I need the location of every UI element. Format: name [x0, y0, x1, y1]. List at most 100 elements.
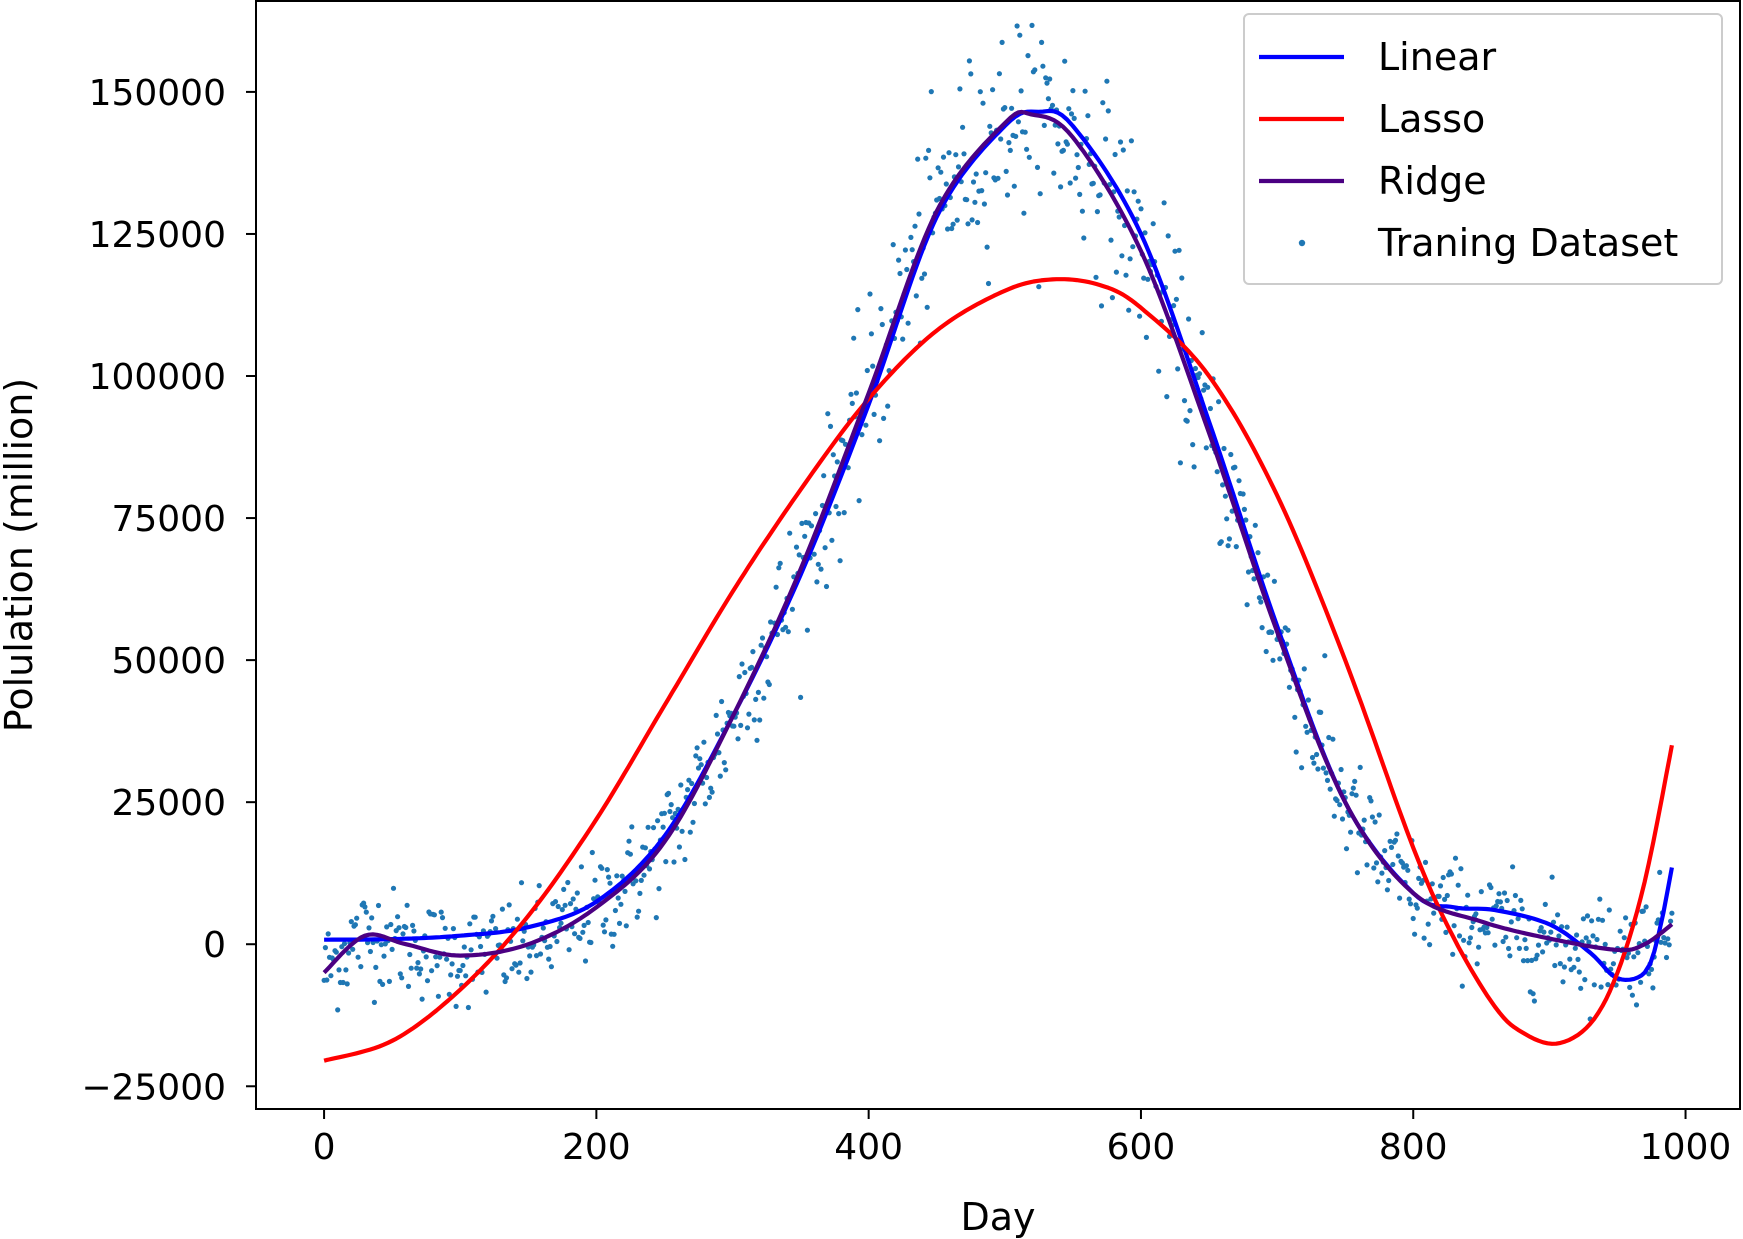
scatter-point: [348, 919, 354, 925]
y-tick-label: 125000: [89, 215, 226, 256]
scatter-point: [787, 530, 793, 536]
scatter-point: [987, 123, 993, 129]
x-tick-label: 0: [313, 1127, 336, 1168]
scatter-point: [908, 234, 914, 240]
scatter-point: [998, 136, 1004, 142]
scatter-point: [966, 58, 973, 64]
scatter-point: [682, 856, 688, 863]
scatter-point: [461, 944, 467, 950]
scatter-point: [1074, 152, 1080, 158]
scatter-point: [829, 537, 835, 543]
scatter-point: [823, 583, 830, 590]
scatter-point: [1156, 368, 1162, 374]
scatter-point: [955, 164, 962, 170]
scatter-point: [1574, 932, 1580, 938]
scatter-point: [1627, 984, 1633, 991]
scatter-point: [1595, 916, 1601, 922]
scatter-point: [1669, 910, 1675, 916]
scatter-point: [431, 912, 437, 918]
scatter-point: [1338, 766, 1344, 773]
scatter-point: [1348, 829, 1354, 835]
scatter-point: [693, 753, 699, 759]
scatter-point: [585, 919, 591, 926]
scatter-point: [1218, 539, 1224, 545]
scatter-point: [877, 438, 883, 444]
scatter-point: [1516, 945, 1522, 952]
scatter-point: [1192, 365, 1198, 372]
scatter-point: [679, 828, 685, 834]
scatter-point: [1051, 170, 1057, 176]
scatter-point: [827, 423, 834, 429]
scatter-point: [815, 561, 821, 567]
scatter-point: [503, 975, 510, 981]
scatter-point: [761, 695, 767, 701]
scatter-point: [750, 649, 756, 655]
scatter-point: [424, 978, 431, 984]
scatter-point: [900, 336, 906, 342]
scatter-point: [1478, 889, 1484, 895]
scatter-point: [909, 247, 915, 253]
scatter-point: [352, 922, 358, 928]
scatter-point: [1510, 864, 1516, 870]
x-tick-label: 400: [834, 1127, 903, 1168]
scatter-point: [442, 925, 448, 931]
scatter-point: [1100, 100, 1106, 106]
scatter-point: [1323, 770, 1329, 776]
scatter-point: [697, 756, 703, 762]
scatter-point: [663, 859, 669, 865]
scatter-point: [1119, 253, 1125, 259]
scatter-point: [1379, 870, 1385, 876]
scatter-point: [1077, 191, 1083, 197]
scatter-point: [1259, 625, 1265, 631]
scatter-point: [881, 415, 887, 421]
scatter-point: [1258, 599, 1264, 605]
scatter-point: [384, 924, 390, 930]
scatter-point: [1081, 235, 1087, 241]
scatter-point: [1305, 697, 1311, 703]
scatter-point: [1184, 418, 1190, 424]
scatter-point: [943, 181, 949, 187]
scatter-point: [1113, 269, 1119, 275]
scatter-point: [400, 931, 406, 937]
scatter-point: [749, 664, 755, 671]
scatter-point: [434, 963, 440, 969]
scatter-point: [346, 950, 352, 956]
scatter-point: [754, 737, 760, 743]
scatter-point: [1474, 961, 1480, 967]
scatter-point: [990, 87, 996, 93]
scatter-point: [685, 787, 691, 793]
scatter-point: [1220, 482, 1226, 488]
scatter-point: [1002, 105, 1008, 111]
scatter-point: [1270, 657, 1276, 663]
scatter-point: [868, 331, 875, 337]
scatter-point: [1045, 96, 1051, 102]
scatter-point: [1646, 971, 1652, 977]
scatter-point: [851, 335, 857, 341]
scatter-point: [468, 947, 474, 953]
scatter-point: [607, 880, 613, 886]
scatter-point: [1175, 366, 1181, 372]
training-scatter-layer: [321, 0, 1675, 1022]
scatter-point: [755, 689, 762, 696]
scatter-point: [325, 931, 331, 937]
scatter-point: [913, 293, 919, 299]
scatter-point: [520, 938, 526, 944]
scatter-point: [1071, 115, 1077, 121]
scatter-point: [1286, 684, 1292, 690]
scatter-point: [1165, 233, 1171, 239]
scatter-point: [1116, 214, 1122, 220]
scatter-point: [1560, 979, 1566, 985]
scatter-point: [478, 943, 484, 950]
scatter-point: [578, 864, 585, 870]
scatter-point: [818, 566, 824, 572]
scatter-point: [350, 946, 356, 952]
scatter-point: [1017, 32, 1023, 38]
scatter-point: [381, 953, 387, 959]
scatter-point: [610, 943, 616, 949]
scatter-point: [1303, 723, 1309, 729]
scatter-point: [855, 307, 861, 313]
scatter-point: [1314, 751, 1320, 758]
scatter-point: [1476, 944, 1482, 950]
scatter-point: [1440, 874, 1446, 881]
scatter-point: [1405, 867, 1411, 873]
